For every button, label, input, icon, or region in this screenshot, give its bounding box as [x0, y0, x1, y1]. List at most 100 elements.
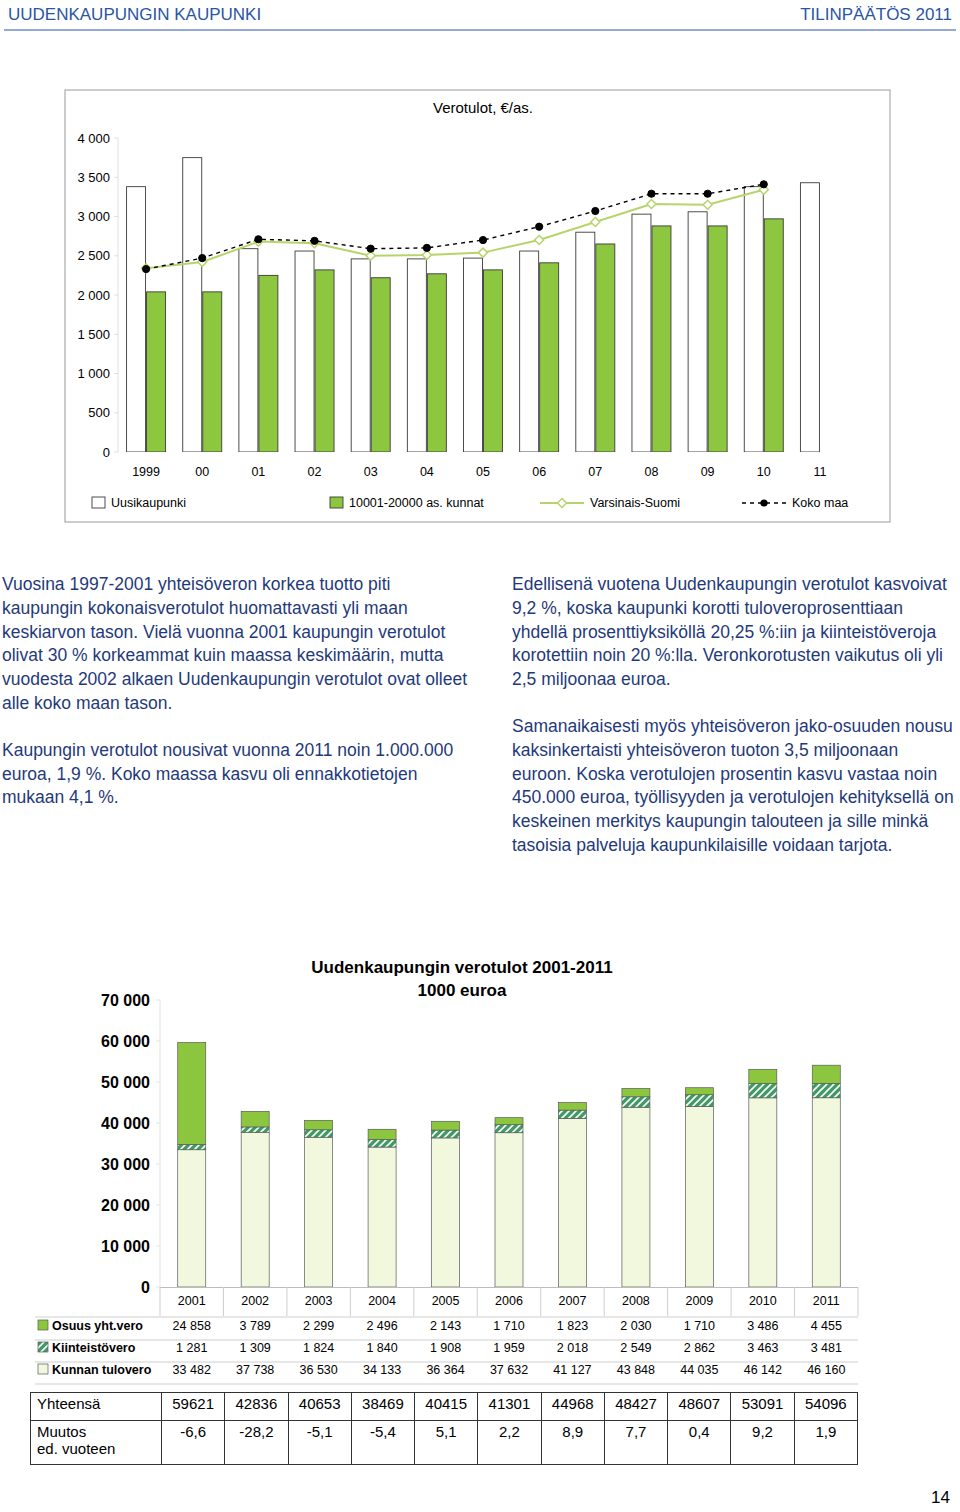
x-tick-label: 04 [420, 465, 434, 479]
cell: 40415 [415, 1393, 478, 1421]
marker [703, 200, 712, 209]
value-label: 1 959 [493, 1341, 524, 1355]
bar [708, 226, 727, 452]
legend-swatch [38, 1364, 48, 1374]
paragraph: Vuosina 1997-2001 yhteisöveron korkea tu… [2, 573, 474, 716]
marker [535, 236, 544, 245]
x-tick-label: 2006 [495, 1294, 523, 1308]
bar [652, 226, 671, 452]
bar-segment [305, 1137, 333, 1287]
bar [800, 183, 819, 452]
legend-item: Koko maa [742, 496, 848, 510]
y-tick-label: 0 [103, 445, 110, 460]
marker [311, 237, 318, 244]
bar-segment [178, 1144, 206, 1149]
marker [647, 199, 656, 208]
x-tick-label: 2010 [749, 1294, 777, 1308]
x-tick-label: 08 [645, 465, 659, 479]
y-tick [156, 1246, 160, 1247]
bar-segment [622, 1088, 650, 1096]
cell: 2,2 [478, 1421, 541, 1465]
plot-area [127, 158, 820, 452]
bar-segment [622, 1107, 650, 1287]
marker [479, 248, 488, 257]
y-tick [114, 177, 118, 178]
x-tick-label: 2003 [305, 1294, 333, 1308]
value-label: 2 143 [430, 1319, 461, 1333]
y-tick-label: 30 000 [101, 1156, 150, 1173]
x-tick-label: 10 [757, 465, 771, 479]
value-label: 43 848 [617, 1363, 655, 1377]
line [146, 184, 764, 269]
value-label: 3 486 [747, 1319, 778, 1333]
legend-label: Uusikaupunki [111, 496, 186, 510]
y-tick-label: 70 000 [101, 992, 150, 1009]
table-rule [477, 1287, 478, 1316]
x-tick-label: 2001 [178, 1294, 206, 1308]
bar-segment [558, 1103, 586, 1110]
y-tick-label: 20 000 [101, 1197, 150, 1214]
marker [367, 245, 374, 252]
value-label: 36 364 [426, 1363, 464, 1377]
bar-segment [432, 1138, 460, 1287]
summary-row: Muutosed. vuoteen-6,6-28,2-5,1-5,45,12,2… [31, 1421, 858, 1465]
value-label: 2 862 [684, 1341, 715, 1355]
bar [576, 232, 595, 452]
value-label: 1 840 [366, 1341, 397, 1355]
value-label: 34 133 [363, 1363, 401, 1377]
legend-marker [760, 499, 767, 506]
page-number: 14 [931, 1488, 950, 1507]
table-rule [794, 1287, 795, 1316]
bar-segment [495, 1125, 523, 1133]
table-rule [540, 1287, 541, 1316]
row-label-line: Yhteensä [37, 1395, 155, 1412]
marker [760, 181, 767, 188]
x-tick-label: 2004 [368, 1294, 396, 1308]
y-tick [156, 1082, 160, 1083]
value-label: 2 496 [366, 1319, 397, 1333]
table-rule [731, 1287, 732, 1316]
cell: 44968 [541, 1393, 604, 1421]
chart-tax-per-capita: Verotulot, €/as.05001 0001 5002 0002 500… [65, 90, 890, 522]
y-tick [114, 138, 118, 139]
x-tick-label: 2002 [241, 1294, 269, 1308]
bar-segment [812, 1083, 840, 1097]
cell: -5,4 [351, 1421, 414, 1465]
y-tick [114, 216, 118, 217]
y-tick [114, 255, 118, 256]
y-tick [114, 334, 118, 335]
x-axis [160, 1287, 858, 1288]
table-rule [223, 1287, 224, 1316]
y-tick [156, 1000, 160, 1001]
table-rule [667, 1287, 668, 1316]
line [146, 190, 764, 269]
x-tick-label: 2005 [432, 1294, 460, 1308]
bar [203, 292, 222, 452]
bar-segment [812, 1065, 840, 1083]
bar [371, 278, 390, 452]
bar-segment [368, 1147, 396, 1287]
paragraph: Kaupungin verotulot nousivat vuonna 2011… [2, 739, 474, 810]
bar [632, 214, 651, 452]
y-tick-label: 50 000 [101, 1074, 150, 1091]
legend-label: Varsinais-Suomi [590, 496, 680, 510]
y-tick [114, 295, 118, 296]
row-label-line: Muutos [37, 1423, 155, 1440]
bar-segment [432, 1130, 460, 1138]
bar-segment [178, 1043, 206, 1145]
value-label: 1 824 [303, 1341, 334, 1355]
legend-label: Kiinteistövero [52, 1341, 136, 1355]
value-label: 2 018 [557, 1341, 588, 1355]
y-tick [156, 1041, 160, 1042]
bar-segment [305, 1130, 333, 1137]
value-label: 37 738 [236, 1363, 274, 1377]
cell: 1,9 [794, 1421, 857, 1465]
bar [764, 219, 783, 452]
bar-segment [305, 1120, 333, 1129]
summary-row: Yhteensä59621428364065338469404154130144… [31, 1393, 858, 1421]
row-label: Muutosed. vuoteen [31, 1421, 162, 1465]
bar [688, 212, 707, 452]
header-right: TILINPÄÄTÖS 2011 [800, 5, 952, 24]
plot-area [178, 1043, 841, 1287]
page: UUDENKAUPUNGIN KAUPUNKITILINPÄÄTÖS 2011V… [0, 0, 960, 1512]
